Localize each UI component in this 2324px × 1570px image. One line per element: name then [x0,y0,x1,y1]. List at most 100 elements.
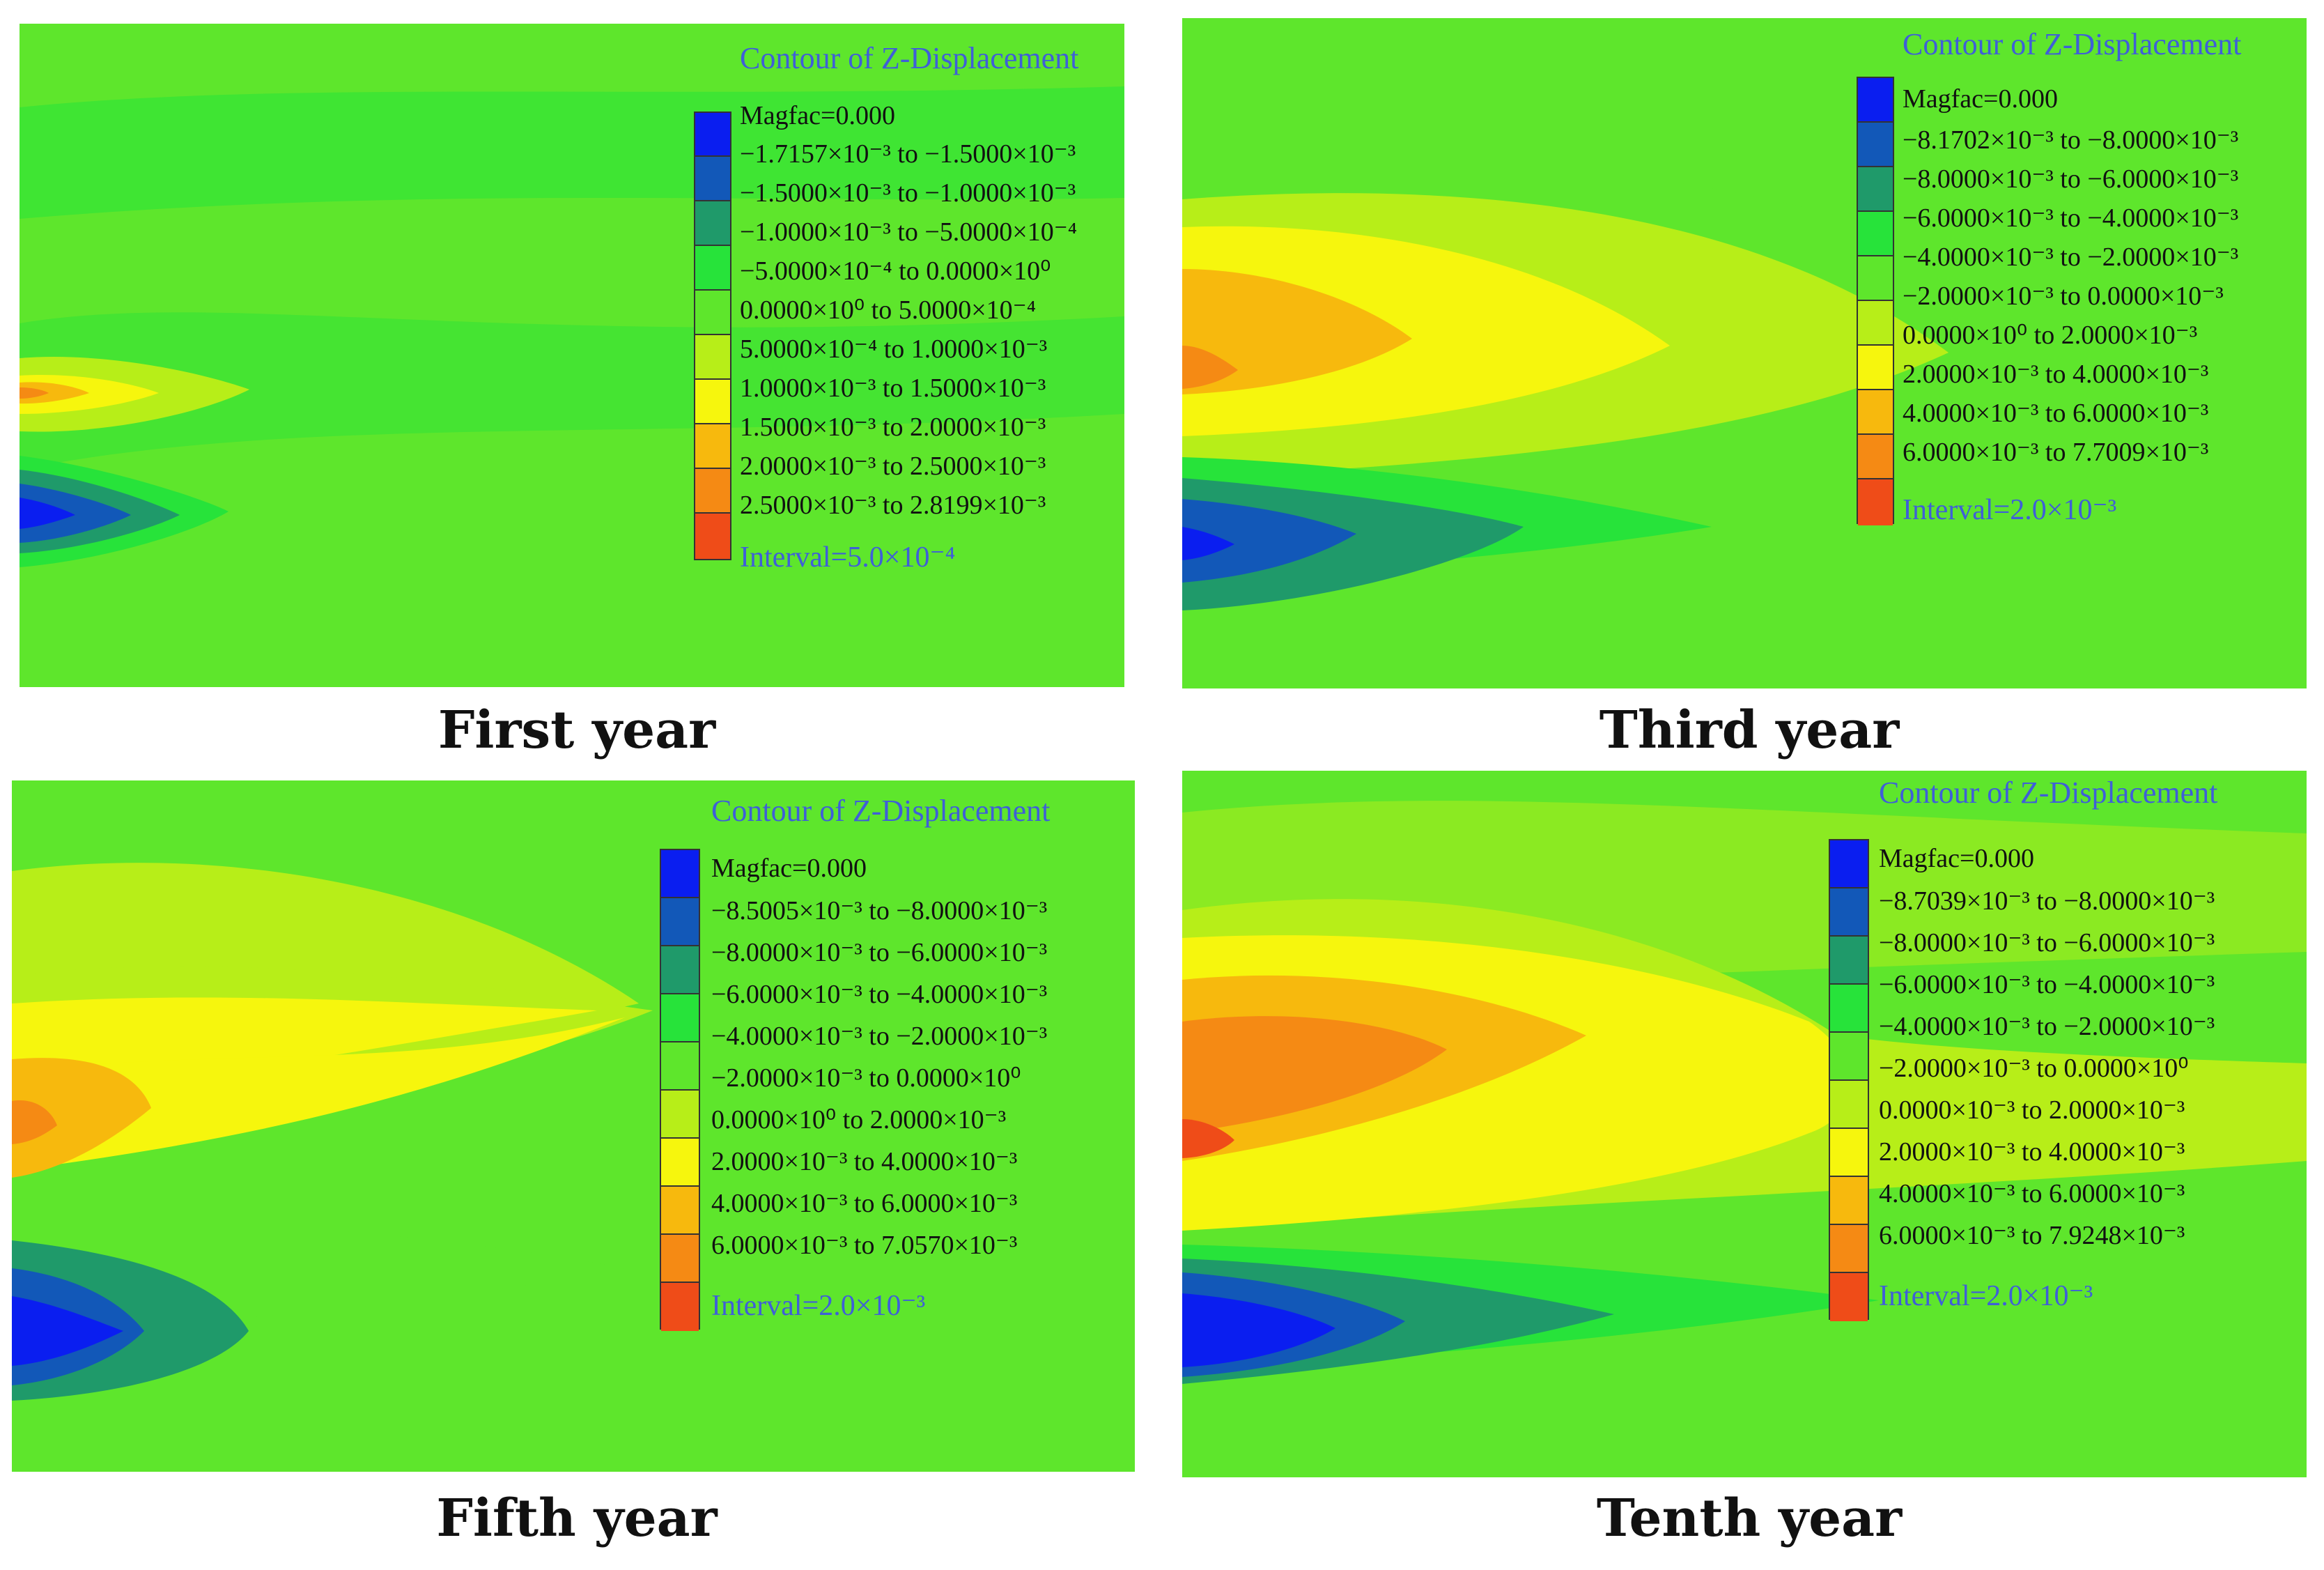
legend-range: 2.0000×10⁻³ to 4.0000×10⁻³ [1903,360,2209,389]
legend-swatch [695,335,730,380]
panel-caption-third-year: Third year [1599,700,1900,760]
legend-swatch [1830,1129,1868,1177]
legend-range: −8.1702×10⁻³ to −8.0000×10⁻³ [1903,125,2239,155]
legend-swatch [1858,123,1893,167]
legend-swatch [695,201,730,246]
panel-caption-fifth-year: Fifth year [436,1488,718,1548]
legend-title: Contour of Z-Displacement [711,794,1051,828]
legend-range: 4.0000×10⁻³ to 6.0000×10⁻³ [1903,399,2209,428]
contour-field [1182,18,2307,688]
legend-range: −8.0000×10⁻³ to −6.0000×10⁻³ [1903,164,2239,194]
legend-swatch [1830,888,1868,937]
legend-interval: Interval=2.0×10⁻³ [711,1290,926,1322]
contour-field [1182,771,2307,1477]
legend-interval: Interval=2.0×10⁻³ [1879,1280,2093,1312]
legend-swatch [661,1187,699,1235]
legend-range: −4.0000×10⁻³ to −2.0000×10⁻³ [711,1022,1048,1051]
contour-panel-tenth-year: Contour of Z-Displacement Magfac=0.000 −… [1182,771,2307,1477]
legend-swatch [1858,479,1893,525]
panel-caption-tenth-year: Tenth year [1596,1488,1903,1548]
legend-swatch [695,514,730,559]
color-legend-bar [694,111,731,560]
legend-range: 5.0000×10⁻⁴ to 1.0000×10⁻³ [740,334,1048,364]
legend-range: −1.7157×10⁻³ to −1.5000×10⁻³ [740,139,1076,169]
legend-swatch [1830,985,1868,1033]
color-legend-bar [1829,839,1869,1321]
legend-swatch [1830,937,1868,985]
contour-field [12,780,1135,1472]
contour-field [20,24,1124,687]
legend-range: 0.0000×10⁰ to 2.0000×10⁻³ [711,1105,1007,1134]
legend-swatch [1830,840,1868,888]
legend-swatch [695,113,730,157]
legend-swatch [661,1042,699,1091]
color-legend-bar [1857,77,1894,525]
panel-caption-first-year: First year [437,700,716,760]
legend-range: −6.0000×10⁻³ to −4.0000×10⁻³ [1879,970,2215,999]
legend-range: 2.5000×10⁻³ to 2.8199×10⁻³ [740,491,1046,520]
legend-range: −4.0000×10⁻³ to −2.0000×10⁻³ [1879,1012,2215,1041]
legend-swatch [661,994,699,1042]
legend-swatch [1858,256,1893,301]
legend-range: 0.0000×10⁰ to 5.0000×10⁻⁴ [740,295,1036,325]
legend-swatch [661,1235,699,1283]
legend-swatch [1830,1225,1868,1273]
color-legend-bar [660,849,700,1331]
legend-range: −1.5000×10⁻³ to −1.0000×10⁻³ [740,178,1076,208]
legend-range: 4.0000×10⁻³ to 6.0000×10⁻³ [1879,1179,2185,1208]
legend-swatch [695,246,730,291]
legend-range: 1.0000×10⁻³ to 1.5000×10⁻³ [740,374,1046,403]
legend-swatch [1858,346,1893,390]
legend-range: −1.0000×10⁻³ to −5.0000×10⁻⁴ [740,217,1078,247]
legend-range: 4.0000×10⁻³ to 6.0000×10⁻³ [711,1189,1018,1218]
contour-panel-third-year: Contour of Z-Displacement Magfac=0.000 −… [1182,18,2307,688]
legend-range: 6.0000×10⁻³ to 7.0570×10⁻³ [711,1231,1018,1260]
legend-swatch [1858,167,1893,212]
legend-swatch [1830,1081,1868,1129]
legend-swatch [1858,390,1893,435]
legend-swatch [695,424,730,469]
legend-range: −6.0000×10⁻³ to −4.0000×10⁻³ [711,980,1048,1009]
legend-range: 2.0000×10⁻³ to 4.0000×10⁻³ [711,1147,1018,1176]
legend-range: −8.0000×10⁻³ to −6.0000×10⁻³ [1879,928,2215,957]
legend-range: 0.0000×10⁰ to 2.0000×10⁻³ [1903,321,2198,350]
legend-range: 1.5000×10⁻³ to 2.0000×10⁻³ [740,413,1046,442]
legend-title: Contour of Z-Displacement [1903,27,2242,61]
legend-magfac: Magfac=0.000 [1879,844,2034,873]
legend-magfac: Magfac=0.000 [711,854,867,883]
contour-panel-fifth-year: Contour of Z-Displacement Magfac=0.000 −… [12,780,1135,1472]
legend-swatch [695,157,730,201]
legend-range: −2.0000×10⁻³ to 0.0000×10⁰ [711,1063,1021,1093]
legend-swatch [661,850,699,898]
legend-swatch [1858,301,1893,346]
legend-swatch [661,946,699,994]
legend-range: 0.0000×10⁻³ to 2.0000×10⁻³ [1879,1095,2185,1125]
legend-swatch [661,1283,699,1331]
legend-swatch [661,1139,699,1187]
legend-swatch [661,898,699,946]
legend-title: Contour of Z-Displacement [1879,776,2218,810]
legend-range: −2.0000×10⁻³ to 0.0000×10⁰ [1879,1054,2189,1083]
legend-range: −8.0000×10⁻³ to −6.0000×10⁻³ [711,938,1048,967]
legend-swatch [1830,1177,1868,1225]
legend-magfac: Magfac=0.000 [1903,84,2058,114]
legend-range: −4.0000×10⁻³ to −2.0000×10⁻³ [1903,243,2239,272]
legend-interval: Interval=2.0×10⁻³ [1903,494,2117,526]
legend-swatch [1858,78,1893,123]
legend-swatch [695,291,730,335]
legend-swatch [1830,1273,1868,1321]
legend-magfac: Magfac=0.000 [740,101,895,130]
legend-swatch [1830,1033,1868,1081]
legend-range: 6.0000×10⁻³ to 7.9248×10⁻³ [1879,1221,2185,1250]
legend-range: −5.0000×10⁻⁴ to 0.0000×10⁰ [740,256,1051,286]
legend-swatch [1858,435,1893,479]
legend-swatch [695,380,730,424]
legend-range: 6.0000×10⁻³ to 7.7009×10⁻³ [1903,438,2209,467]
legend-interval: Interval=5.0×10⁻⁴ [740,541,956,574]
legend-swatch [695,469,730,514]
legend-range: −2.0000×10⁻³ to 0.0000×10⁻³ [1903,282,2224,311]
legend-swatch [661,1091,699,1139]
legend-title: Contour of Z-Displacement [740,41,1079,75]
legend-range: 2.0000×10⁻³ to 2.5000×10⁻³ [740,452,1046,481]
contour-panel-first-year: Contour of Z-Displacement Magfac=0.000 −… [20,24,1124,687]
